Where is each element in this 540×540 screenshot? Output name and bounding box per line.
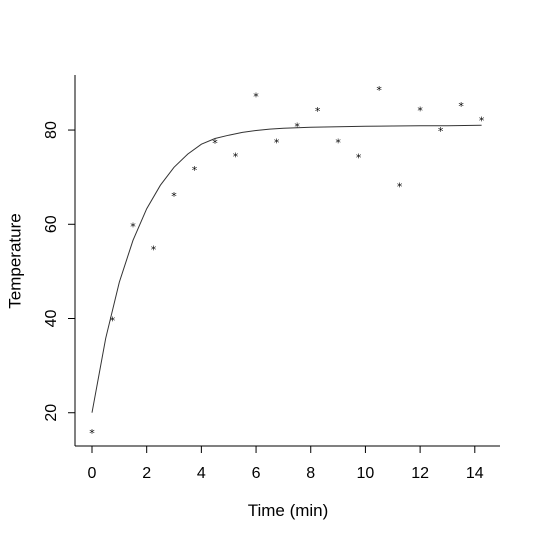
y-tick-label: 80 (43, 121, 60, 139)
data-point: * (438, 125, 444, 138)
data-point: * (151, 243, 157, 256)
x-axis-label: Time (min) (248, 501, 329, 520)
data-point: * (335, 136, 341, 149)
data-point: * (171, 190, 177, 203)
data-point: * (397, 181, 403, 194)
x-tick-label: 8 (306, 465, 315, 482)
fit-curve (91, 124, 482, 413)
data-point: * (458, 100, 464, 113)
x-tick-label: 10 (357, 465, 375, 482)
data-point: * (274, 136, 280, 149)
data-points-group: * * * * * * * * * * * * * * * * * * * * (89, 84, 485, 440)
data-point: * (479, 115, 485, 128)
fit-curve-group (91, 124, 482, 413)
y-tick-label: 60 (43, 215, 60, 233)
data-point: * (89, 427, 95, 440)
x-tick-label: 6 (252, 465, 261, 482)
data-point: * (212, 137, 218, 150)
data-point: * (417, 104, 423, 117)
x-tick-label: 2 (142, 465, 151, 482)
data-point: * (294, 120, 300, 133)
y-tick-label: 20 (43, 404, 60, 422)
axes: 0 2 4 6 8 10 12 14 20 40 60 80 (43, 75, 500, 482)
y-axis-label: Temperature (5, 213, 24, 308)
data-point: * (376, 84, 382, 97)
x-tick-label: 14 (466, 465, 484, 482)
data-point: * (130, 221, 136, 234)
y-tick-label: 40 (43, 310, 60, 328)
data-point: * (110, 314, 116, 327)
x-tick-label: 4 (197, 465, 206, 482)
x-tick-label: 12 (411, 465, 429, 482)
data-point: * (253, 91, 259, 104)
x-tick-label: 0 (88, 465, 97, 482)
data-point: * (315, 105, 321, 118)
data-point: * (192, 164, 198, 177)
data-point: * (233, 150, 239, 163)
data-point: * (356, 151, 362, 164)
